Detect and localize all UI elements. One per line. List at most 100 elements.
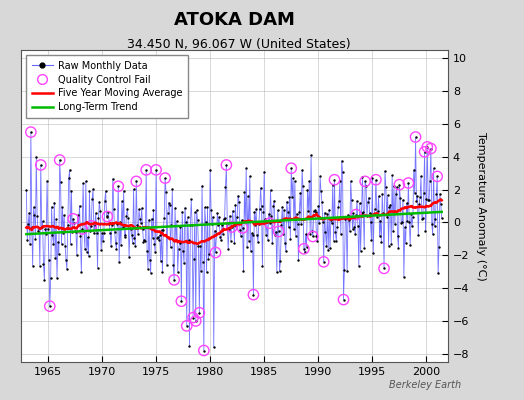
Point — [54, 251, 63, 258]
Point — [240, 189, 248, 196]
Point — [262, 232, 270, 238]
Point — [383, 214, 391, 220]
Point — [326, 217, 335, 223]
Point — [336, 178, 344, 184]
Point — [63, 222, 72, 228]
Point — [212, 231, 221, 238]
Point — [62, 257, 70, 263]
Point — [138, 226, 147, 232]
Point — [27, 129, 35, 135]
Point — [211, 228, 219, 234]
Point — [49, 241, 58, 247]
Point — [36, 262, 44, 269]
Point — [422, 196, 431, 202]
Point — [397, 219, 406, 226]
Point — [231, 201, 239, 208]
Point — [186, 222, 194, 228]
Point — [415, 201, 423, 208]
Point — [388, 172, 396, 178]
Point — [312, 233, 321, 240]
Point — [293, 221, 302, 227]
Point — [137, 205, 146, 211]
Point — [320, 209, 329, 216]
Point — [416, 194, 424, 201]
Point — [370, 210, 378, 217]
Point — [429, 231, 437, 238]
Point — [291, 178, 299, 184]
Point — [389, 228, 397, 234]
Point — [332, 238, 341, 244]
Point — [78, 226, 86, 232]
Point — [405, 219, 413, 225]
Point — [86, 228, 94, 235]
Point — [374, 208, 382, 214]
Point — [178, 208, 187, 215]
Point — [33, 213, 41, 220]
Point — [227, 238, 235, 244]
Point — [53, 275, 61, 282]
Point — [421, 228, 430, 234]
Point — [166, 244, 174, 251]
Point — [286, 236, 294, 242]
Point — [366, 219, 375, 225]
Point — [435, 244, 443, 250]
Point — [144, 266, 152, 272]
Point — [418, 216, 426, 222]
Point — [228, 208, 237, 214]
Text: Berkeley Earth: Berkeley Earth — [389, 380, 461, 390]
Point — [434, 270, 442, 276]
Point — [177, 298, 185, 304]
Legend: Raw Monthly Data, Quality Control Fail, Five Year Moving Average, Long-Term Tren: Raw Monthly Data, Quality Control Fail, … — [26, 55, 188, 118]
Point — [211, 249, 220, 256]
Point — [57, 179, 65, 185]
Point — [207, 207, 215, 213]
Point — [83, 234, 92, 240]
Point — [265, 210, 273, 217]
Point — [340, 267, 348, 273]
Point — [258, 263, 267, 270]
Point — [365, 210, 374, 216]
Point — [75, 202, 84, 209]
Point — [432, 191, 441, 198]
Point — [238, 225, 247, 231]
Point — [74, 222, 83, 228]
Point — [61, 242, 69, 249]
Point — [177, 298, 185, 304]
Point — [88, 196, 96, 202]
Point — [217, 237, 225, 243]
Point — [107, 243, 115, 249]
Point — [264, 237, 272, 243]
Point — [395, 182, 403, 188]
Point — [127, 226, 135, 233]
Point — [24, 220, 32, 227]
Point — [116, 219, 124, 225]
Point — [242, 165, 250, 172]
Point — [252, 206, 260, 212]
Point — [121, 234, 129, 241]
Point — [281, 240, 289, 246]
Point — [419, 214, 427, 221]
Point — [305, 178, 313, 184]
Point — [303, 187, 312, 193]
Point — [193, 217, 202, 224]
Point — [391, 221, 399, 228]
Point — [213, 210, 222, 216]
Point — [179, 248, 187, 254]
Point — [259, 209, 268, 215]
Point — [192, 318, 200, 324]
Title: ATOKA DAM: ATOKA DAM — [174, 11, 295, 29]
Point — [222, 162, 231, 168]
Point — [198, 182, 206, 189]
Point — [330, 176, 339, 183]
Point — [372, 176, 380, 183]
Point — [360, 244, 368, 251]
Point — [410, 167, 418, 173]
Point — [73, 212, 82, 218]
Point — [91, 222, 99, 228]
Point — [201, 219, 210, 226]
Point — [243, 244, 252, 250]
Point — [272, 228, 280, 235]
Point — [239, 268, 248, 274]
Point — [67, 241, 75, 247]
Point — [385, 204, 394, 210]
